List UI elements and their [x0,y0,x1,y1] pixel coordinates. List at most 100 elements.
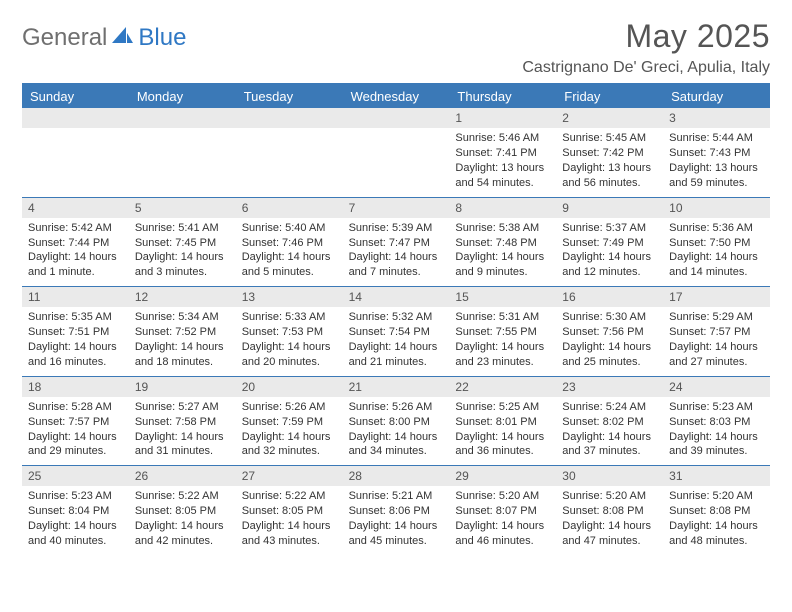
day-cell: 2Sunrise: 5:45 AMSunset: 7:42 PMDaylight… [556,108,663,197]
day-body: Sunrise: 5:44 AMSunset: 7:43 PMDaylight:… [663,128,770,196]
day-number: 29 [449,466,556,486]
sunrise-text: Sunrise: 5:41 AM [135,221,230,236]
day-cell: 30Sunrise: 5:20 AMSunset: 8:08 PMDayligh… [556,466,663,555]
day-cell: 5Sunrise: 5:41 AMSunset: 7:45 PMDaylight… [129,198,236,287]
day-body: Sunrise: 5:21 AMSunset: 8:06 PMDaylight:… [343,486,450,554]
daylight-text: Daylight: 14 hours and 45 minutes. [349,519,444,549]
day-cell: 31Sunrise: 5:20 AMSunset: 8:08 PMDayligh… [663,466,770,555]
day-cell: 6Sunrise: 5:40 AMSunset: 7:46 PMDaylight… [236,198,343,287]
day-body: Sunrise: 5:31 AMSunset: 7:55 PMDaylight:… [449,307,556,375]
day-number [343,108,450,128]
sunset-text: Sunset: 8:08 PM [562,504,657,519]
daylight-text: Daylight: 14 hours and 9 minutes. [455,250,550,280]
daylight-text: Daylight: 14 hours and 5 minutes. [242,250,337,280]
day-body: Sunrise: 5:20 AMSunset: 8:07 PMDaylight:… [449,486,556,554]
daylight-text: Daylight: 14 hours and 1 minute. [28,250,123,280]
day-number: 21 [343,377,450,397]
day-cell: 22Sunrise: 5:25 AMSunset: 8:01 PMDayligh… [449,377,556,466]
day-cell: 4Sunrise: 5:42 AMSunset: 7:44 PMDaylight… [22,198,129,287]
sail-icon [112,24,134,52]
day-cell: 27Sunrise: 5:22 AMSunset: 8:05 PMDayligh… [236,466,343,555]
week-row: 4Sunrise: 5:42 AMSunset: 7:44 PMDaylight… [22,198,770,288]
brand-logo: General Blue [22,24,186,52]
sunrise-text: Sunrise: 5:38 AM [455,221,550,236]
day-cell: 17Sunrise: 5:29 AMSunset: 7:57 PMDayligh… [663,287,770,376]
sunset-text: Sunset: 7:48 PM [455,236,550,251]
daylight-text: Daylight: 13 hours and 59 minutes. [669,161,764,191]
daylight-text: Daylight: 14 hours and 16 minutes. [28,340,123,370]
sunrise-text: Sunrise: 5:31 AM [455,310,550,325]
daylight-text: Daylight: 14 hours and 21 minutes. [349,340,444,370]
day-body: Sunrise: 5:33 AMSunset: 7:53 PMDaylight:… [236,307,343,375]
day-number: 18 [22,377,129,397]
sunrise-text: Sunrise: 5:35 AM [28,310,123,325]
day-cell [236,108,343,197]
daylight-text: Daylight: 14 hours and 20 minutes. [242,340,337,370]
day-number: 4 [22,198,129,218]
sunset-text: Sunset: 7:43 PM [669,146,764,161]
day-cell: 11Sunrise: 5:35 AMSunset: 7:51 PMDayligh… [22,287,129,376]
daylight-text: Daylight: 14 hours and 27 minutes. [669,340,764,370]
sunrise-text: Sunrise: 5:23 AM [28,489,123,504]
sunset-text: Sunset: 7:54 PM [349,325,444,340]
day-cell: 8Sunrise: 5:38 AMSunset: 7:48 PMDaylight… [449,198,556,287]
sunset-text: Sunset: 8:05 PM [242,504,337,519]
daylight-text: Daylight: 14 hours and 32 minutes. [242,430,337,460]
week-row: 18Sunrise: 5:28 AMSunset: 7:57 PMDayligh… [22,377,770,467]
calendar: Sunday Monday Tuesday Wednesday Thursday… [22,85,770,555]
day-header-tue: Tuesday [236,85,343,108]
day-number: 10 [663,198,770,218]
day-number: 31 [663,466,770,486]
day-cell: 25Sunrise: 5:23 AMSunset: 8:04 PMDayligh… [22,466,129,555]
day-number: 25 [22,466,129,486]
sunrise-text: Sunrise: 5:39 AM [349,221,444,236]
sunset-text: Sunset: 7:47 PM [349,236,444,251]
sunrise-text: Sunrise: 5:46 AM [455,131,550,146]
daylight-text: Daylight: 14 hours and 12 minutes. [562,250,657,280]
day-body [343,128,450,188]
day-header-thu: Thursday [449,85,556,108]
sunrise-text: Sunrise: 5:37 AM [562,221,657,236]
daylight-text: Daylight: 14 hours and 3 minutes. [135,250,230,280]
day-body: Sunrise: 5:45 AMSunset: 7:42 PMDaylight:… [556,128,663,196]
header-bar: General Blue May 2025 Castrignano De' Gr… [22,18,770,77]
day-cell: 29Sunrise: 5:20 AMSunset: 8:07 PMDayligh… [449,466,556,555]
weeks-container: 1Sunrise: 5:46 AMSunset: 7:41 PMDaylight… [22,108,770,555]
day-cell [343,108,450,197]
sunset-text: Sunset: 7:55 PM [455,325,550,340]
day-cell: 19Sunrise: 5:27 AMSunset: 7:58 PMDayligh… [129,377,236,466]
sunset-text: Sunset: 8:01 PM [455,415,550,430]
daylight-text: Daylight: 14 hours and 37 minutes. [562,430,657,460]
daylight-text: Daylight: 14 hours and 43 minutes. [242,519,337,549]
day-body: Sunrise: 5:22 AMSunset: 8:05 PMDaylight:… [236,486,343,554]
week-row: 25Sunrise: 5:23 AMSunset: 8:04 PMDayligh… [22,466,770,555]
day-body: Sunrise: 5:20 AMSunset: 8:08 PMDaylight:… [663,486,770,554]
daylight-text: Daylight: 14 hours and 18 minutes. [135,340,230,370]
day-body [22,128,129,188]
daylight-text: Daylight: 14 hours and 48 minutes. [669,519,764,549]
day-body: Sunrise: 5:29 AMSunset: 7:57 PMDaylight:… [663,307,770,375]
sunrise-text: Sunrise: 5:32 AM [349,310,444,325]
week-row: 11Sunrise: 5:35 AMSunset: 7:51 PMDayligh… [22,287,770,377]
day-cell [22,108,129,197]
day-body: Sunrise: 5:30 AMSunset: 7:56 PMDaylight:… [556,307,663,375]
sunrise-text: Sunrise: 5:26 AM [349,400,444,415]
day-cell: 7Sunrise: 5:39 AMSunset: 7:47 PMDaylight… [343,198,450,287]
day-cell: 13Sunrise: 5:33 AMSunset: 7:53 PMDayligh… [236,287,343,376]
day-body: Sunrise: 5:36 AMSunset: 7:50 PMDaylight:… [663,218,770,286]
sunset-text: Sunset: 7:41 PM [455,146,550,161]
brand-word-2: Blue [138,24,186,52]
day-cell: 14Sunrise: 5:32 AMSunset: 7:54 PMDayligh… [343,287,450,376]
sunrise-text: Sunrise: 5:27 AM [135,400,230,415]
daylight-text: Daylight: 13 hours and 56 minutes. [562,161,657,191]
day-cell: 9Sunrise: 5:37 AMSunset: 7:49 PMDaylight… [556,198,663,287]
day-body: Sunrise: 5:37 AMSunset: 7:49 PMDaylight:… [556,218,663,286]
sunset-text: Sunset: 8:02 PM [562,415,657,430]
day-cell: 12Sunrise: 5:34 AMSunset: 7:52 PMDayligh… [129,287,236,376]
day-body: Sunrise: 5:23 AMSunset: 8:04 PMDaylight:… [22,486,129,554]
daylight-text: Daylight: 13 hours and 54 minutes. [455,161,550,191]
day-cell: 1Sunrise: 5:46 AMSunset: 7:41 PMDaylight… [449,108,556,197]
day-cell: 18Sunrise: 5:28 AMSunset: 7:57 PMDayligh… [22,377,129,466]
day-number: 13 [236,287,343,307]
day-number: 9 [556,198,663,218]
